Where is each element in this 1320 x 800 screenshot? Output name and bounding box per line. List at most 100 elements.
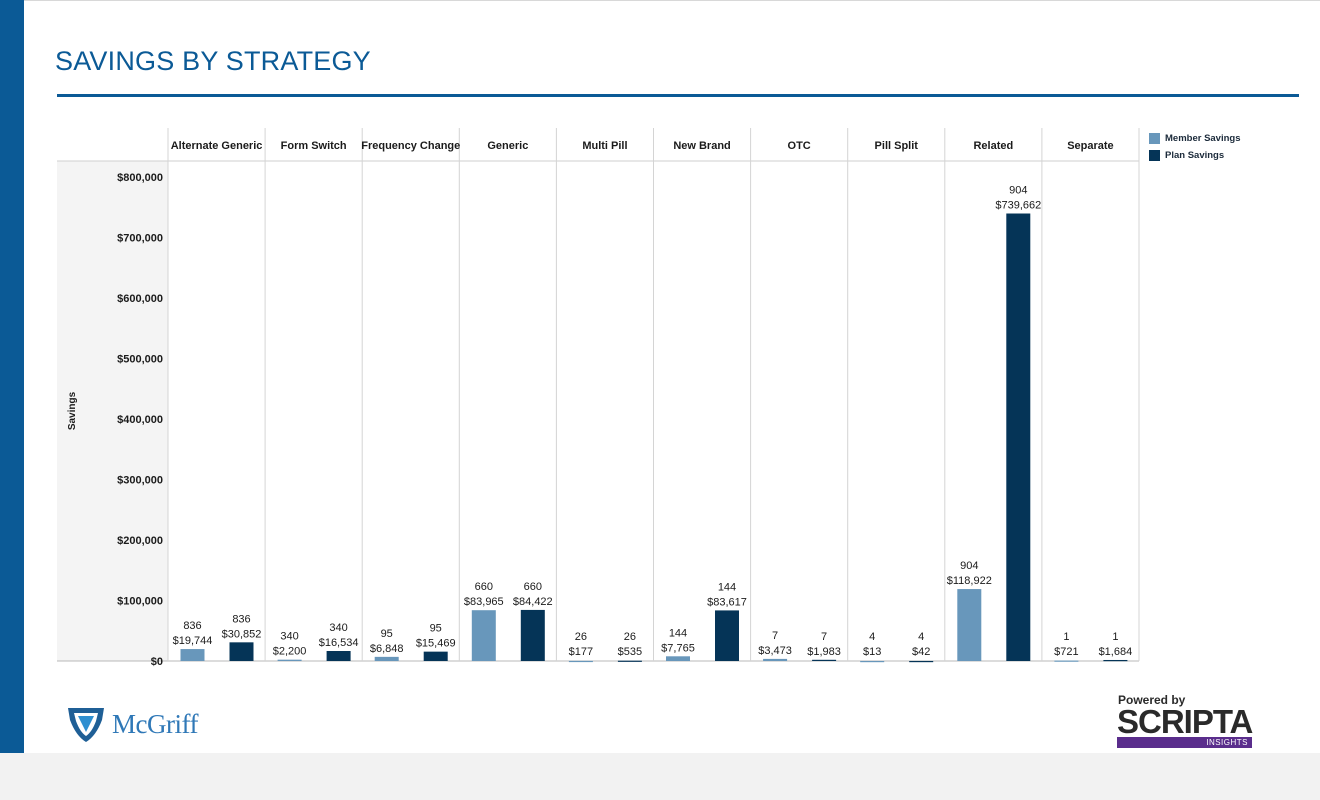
bar-value-label: $7,765 (661, 642, 695, 654)
bar-count-label: 4 (869, 631, 875, 643)
bar-plan (326, 650, 351, 661)
bar-plan (1103, 659, 1128, 662)
bar-member (666, 656, 690, 661)
y-tick-label: $700,000 (117, 233, 163, 245)
bar-member (277, 659, 302, 661)
mcgriff-wordmark: McGriff (112, 708, 198, 739)
bar-value-label: $30,852 (222, 628, 262, 640)
page-title: SAVINGS BY STRATEGY (55, 46, 371, 76)
bar-value-label: $177 (569, 646, 593, 658)
y-tick-label: $100,000 (117, 596, 163, 608)
y-tick-label: $400,000 (117, 414, 163, 426)
bar-count-label: 904 (960, 560, 978, 572)
scripta-wordmark: SCRIPTA (1117, 703, 1253, 740)
bar-value-label: $1,684 (1099, 646, 1133, 658)
bar-plan (520, 609, 545, 661)
bar-plan (229, 642, 254, 661)
bar-count-label: 1 (1112, 631, 1118, 643)
brand-side-bar (0, 0, 24, 753)
bar-value-label: $3,473 (758, 645, 792, 657)
bar-value-label: $84,422 (513, 596, 553, 608)
category-header: Separate (1067, 140, 1113, 152)
bar-plan (909, 660, 934, 663)
category-header: Alternate Generic (171, 140, 263, 152)
bar-count-label: 26 (624, 631, 636, 643)
bar-count-label: 26 (575, 631, 587, 643)
bar-count-label: 95 (381, 628, 393, 640)
bar-value-label: $83,617 (707, 596, 747, 608)
bar-member (180, 649, 205, 661)
bar-count-label: 1 (1063, 631, 1069, 643)
category-header: Multi Pill (582, 140, 627, 152)
bar-plan (423, 651, 448, 661)
top-divider (24, 0, 1320, 1)
bar-member (471, 610, 496, 661)
bar-plan (812, 659, 837, 662)
bar-value-label: $118,922 (947, 575, 992, 587)
bar-member (568, 660, 593, 663)
category-header: New Brand (673, 140, 730, 152)
bar-value-label: $16,534 (319, 637, 359, 649)
scripta-powered-by: Powered by (1118, 693, 1186, 707)
legend-item-plan: Plan Savings (1149, 147, 1241, 164)
bar-value-label: $739,662 (995, 200, 1041, 212)
bar-member (1054, 660, 1079, 662)
y-tick-label: $300,000 (117, 475, 163, 487)
y-tick-label: $500,000 (117, 354, 163, 366)
y-tick-label: $600,000 (117, 293, 163, 305)
legend-item-member: Member Savings (1149, 130, 1241, 147)
category-header: Frequency Change (361, 140, 460, 152)
bar-count-label: 144 (718, 581, 736, 593)
mcgriff-shield-icon (68, 708, 104, 742)
scripta-insights-bar: INSIGHTS (1117, 737, 1252, 748)
y-tick-label: $200,000 (117, 535, 163, 547)
bar-member (763, 658, 788, 661)
y-tick-label: $800,000 (117, 172, 163, 184)
legend-label-member: Member Savings (1165, 133, 1241, 144)
bar-member (860, 660, 885, 663)
bar-value-label: $83,965 (464, 596, 504, 608)
y-axis-title: Savings (67, 391, 78, 430)
bar-member (957, 589, 982, 661)
bar-plan (617, 660, 642, 662)
bar-plan (1006, 213, 1031, 661)
slide: SAVINGS BY STRATEGY $0 $100,000 $200,000 $3… (0, 0, 1320, 753)
title-underline (57, 94, 1299, 97)
bar-value-label: $13 (863, 646, 881, 658)
savings-bar-chart: $0 $100,000 $200,000 $300,000 $400,000 $500,0… (57, 128, 1140, 668)
bar-value-label: $15,469 (416, 638, 456, 650)
category-header: Related (973, 140, 1013, 152)
legend-label-plan: Plan Savings (1165, 150, 1225, 161)
category-header: Pill Split (875, 140, 919, 152)
bar-count-label: 144 (669, 627, 687, 639)
bar-value-label: $19,744 (173, 635, 213, 647)
bar-value-label: $42 (912, 646, 930, 658)
bar-count-label: 904 (1009, 185, 1027, 197)
bar-count-label: 7 (821, 631, 827, 643)
category-header: Generic (487, 140, 528, 152)
bar-count-label: 660 (524, 581, 542, 593)
mcgriff-logo: McGriff (66, 704, 198, 744)
bar-count-label: 340 (329, 622, 347, 634)
category-header: Form Switch (281, 140, 347, 152)
bar-count-label: 836 (232, 613, 250, 625)
bar-count-label: 660 (475, 581, 493, 593)
legend-swatch-plan (1149, 150, 1160, 161)
chart-legend: Member Savings Plan Savings (1149, 130, 1241, 164)
bar-count-label: 340 (280, 631, 298, 643)
bar-value-label: $2,200 (273, 646, 307, 658)
bar-value-label: $6,848 (370, 643, 404, 655)
bar-count-label: 95 (430, 623, 442, 635)
bar-count-label: 836 (183, 620, 201, 632)
bar-count-label: 4 (918, 631, 924, 643)
bar-member (374, 656, 399, 661)
category-header: OTC (788, 140, 811, 152)
y-tick-label: $0 (151, 656, 163, 668)
bar-count-label: 7 (772, 630, 778, 642)
scripta-logo: Powered by SCRIPTA INSIGHTS (1117, 693, 1257, 748)
bar-plan (715, 610, 739, 661)
y-axis-panel (57, 161, 168, 661)
bar-value-label: $721 (1054, 646, 1078, 658)
bar-value-label: $1,983 (807, 646, 841, 658)
bar-value-label: $535 (618, 646, 642, 658)
